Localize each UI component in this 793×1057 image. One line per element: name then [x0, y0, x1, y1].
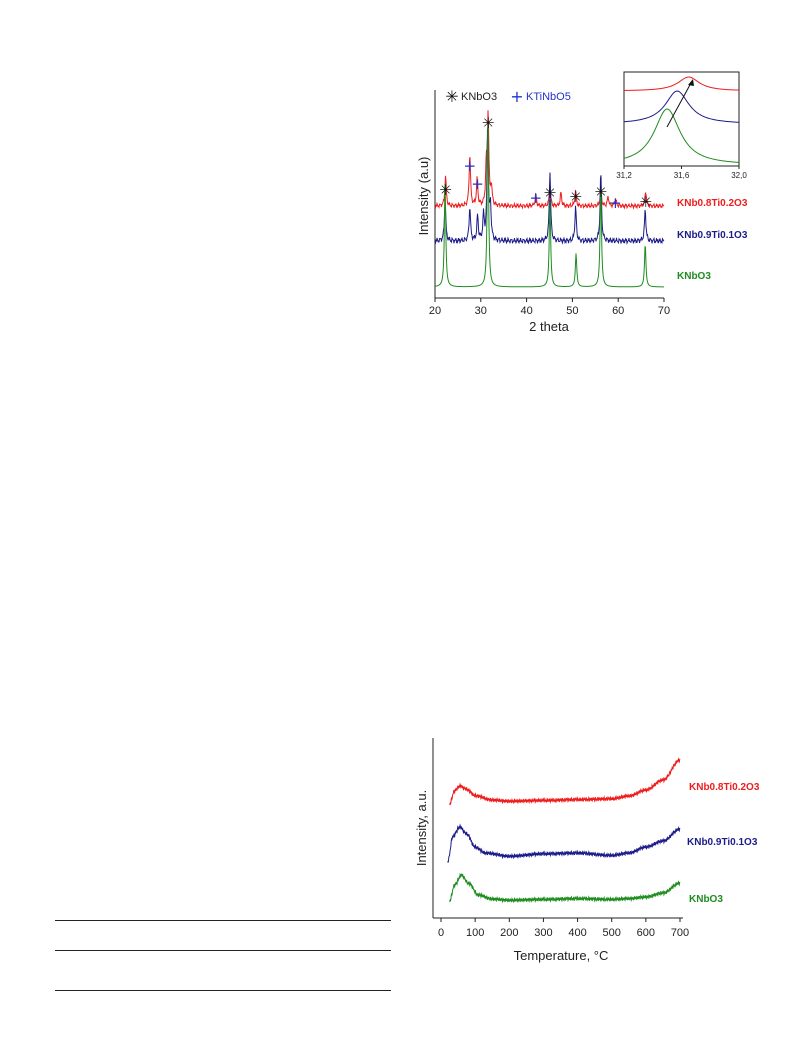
inset-tick-label: 31,6 [674, 171, 690, 180]
xrd-x-label: 2 theta [529, 319, 570, 334]
xrd-x-tick-label: 20 [429, 305, 441, 317]
legend-knbo3-marker: ✳ [445, 87, 458, 106]
ktinbo5-peak-marker: + [471, 175, 484, 193]
inset-tick-label: 31,2 [616, 171, 632, 180]
knbo3-peak-marker: ✳ [482, 114, 495, 132]
knbo3-peak-marker: ✳ [544, 184, 557, 202]
xrd-series-label-0: KNb0.8Ti0.2O3 [677, 198, 748, 209]
inset-arrow [666, 82, 692, 128]
inset-lines [623, 76, 740, 163]
xrd-series-line [434, 128, 665, 246]
ktinbo5-peak-marker: + [609, 194, 622, 212]
xrd-x-tick-label: 30 [475, 305, 487, 317]
legend-knbo3-label: KNbO3 [461, 91, 497, 103]
xrd-x-tick-label: 40 [520, 305, 532, 317]
xrd-series-labels: KNb0.8Ti0.2O3 KNb0.9Ti0.1O3 KNbO3 [677, 198, 748, 282]
xrd-series-label-2: KNbO3 [677, 271, 711, 282]
xrd-legend: ✳ KNbO3 + KTiNbO5 [445, 87, 571, 106]
xrd-ticks: 20 30 40 50 60 70 [429, 298, 670, 317]
inset-series-line [623, 90, 740, 123]
ktinbo5-peak-marker: + [464, 157, 477, 175]
ktinbo5-peak-marker: + [529, 189, 542, 207]
inset-series-line [623, 76, 740, 91]
inset-arrow-head [688, 79, 694, 86]
xrd-x-tick-label: 70 [658, 305, 670, 317]
table-bottom-rule [55, 990, 391, 991]
knbo3-peak-marker: ✳ [569, 188, 582, 206]
knbo3-peak-marker: ✳ [639, 193, 652, 211]
inset-tick-label: 32,0 [731, 171, 747, 180]
knbo3-peak-marker: ✳ [439, 181, 452, 199]
xrd-x-tick-label: 60 [612, 305, 624, 317]
legend-ktinbo5-marker: + [510, 87, 523, 106]
xrd-peak-markers: ✳✳✳ ✳ ✳✳+++ + [439, 114, 652, 212]
xrd-series-label-1: KNb0.9Ti0.1O3 [677, 230, 748, 241]
legend-ktinbo5-label: KTiNbO5 [526, 91, 571, 103]
xrd-series-line [434, 121, 665, 288]
inset-series-line [623, 108, 740, 163]
inset-ticks: 31,2 31,6 32,0 [616, 166, 747, 180]
xrd-x-tick-label: 50 [566, 305, 578, 317]
xrd-inset: 31,2 31,6 32,0 [616, 71, 747, 180]
xrd-axes [434, 90, 664, 299]
knbo3-peak-marker: ✳ [595, 183, 608, 201]
table-top-rule [55, 920, 391, 921]
xrd-y-label: Intensity (a.u) [416, 157, 431, 236]
table-mid-rule [55, 950, 391, 951]
xrd-lines [434, 110, 665, 288]
